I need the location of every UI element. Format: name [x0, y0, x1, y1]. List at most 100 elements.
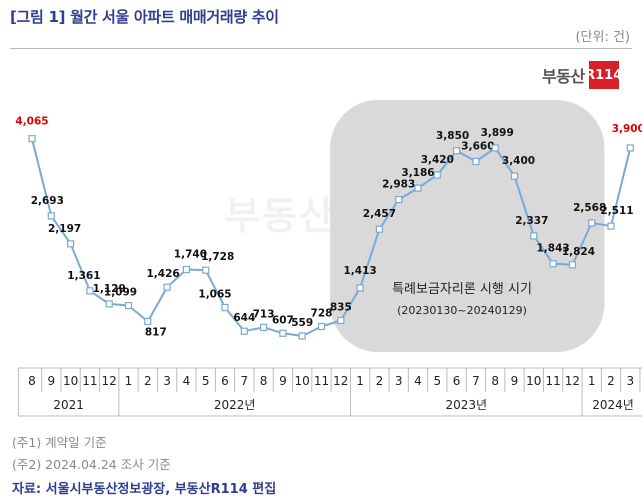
month-tick-label: 12: [333, 374, 348, 388]
data-label: 3,900: [612, 123, 642, 135]
month-tick-label: 7: [472, 374, 480, 388]
top-divider: [10, 48, 632, 49]
month-tick-label: 5: [433, 374, 441, 388]
annotation-line-2: (20230130~20240129): [397, 304, 527, 317]
data-point: [86, 287, 94, 295]
data-label: 2,568: [573, 202, 606, 214]
data-label: 2,511: [600, 205, 633, 217]
month-tick-label: 3: [163, 374, 171, 388]
data-point: [163, 283, 171, 291]
data-label: 2,197: [48, 223, 81, 235]
data-label: 644: [233, 312, 255, 324]
data-point: [28, 135, 36, 143]
year-label: 2022년: [214, 398, 256, 412]
data-point: [66, 240, 75, 248]
month-tick-label: 1: [356, 374, 364, 388]
month-tick-label: 2: [376, 374, 384, 388]
data-point: [337, 316, 345, 325]
data-label: 3,186: [401, 167, 434, 179]
data-label: 1,843: [536, 243, 569, 255]
data-label: 2,983: [382, 179, 415, 191]
month-tick-label: 4: [414, 374, 422, 388]
data-label: 1,065: [198, 289, 231, 301]
month-tick-label: 1: [125, 374, 133, 388]
month-tick-label: 4: [183, 374, 191, 388]
month-tick-label: 12: [565, 374, 580, 388]
data-label: 3,899: [481, 127, 514, 139]
data-label: 2,693: [31, 195, 64, 207]
data-label: 713: [253, 308, 275, 320]
data-point: [607, 222, 615, 230]
annotation-line-1: 특례보금자리론 시행 시기: [392, 281, 532, 297]
data-point: [491, 144, 499, 152]
data-point: [105, 300, 113, 308]
data-label: 3,420: [421, 154, 454, 166]
data-label: 1,740: [174, 249, 207, 261]
data-point: [260, 323, 268, 331]
month-tick-label: 11: [545, 374, 560, 388]
month-tick-label: 2: [144, 374, 152, 388]
month-tick-label: 1: [588, 374, 596, 388]
data-point: [298, 332, 306, 340]
month-tick-label: 7: [240, 374, 248, 388]
month-tick-label: 9: [279, 374, 287, 388]
data-point: [317, 322, 326, 331]
data-point: [414, 184, 422, 192]
data-label: 2,337: [515, 215, 548, 227]
logo-box: R114: [585, 61, 622, 89]
data-label: 3,660: [461, 140, 494, 152]
month-tick-label: 10: [63, 374, 78, 388]
data-point: [568, 261, 577, 269]
month-tick-label: 10: [295, 374, 310, 388]
data-label: 1,413: [343, 265, 376, 277]
month-tick-label: 11: [314, 374, 329, 388]
month-tick-label: 5: [202, 374, 210, 388]
data-label: 1,426: [146, 268, 179, 280]
month-tick-label: 3: [626, 374, 634, 388]
month-tick-label: 3: [395, 374, 403, 388]
data-label: 3,850: [436, 130, 469, 142]
logo-text: 부동산: [542, 67, 585, 86]
data-label: 1,824: [562, 246, 595, 258]
year-label: 2023년: [445, 398, 487, 412]
data-point: [433, 171, 441, 179]
data-point: [549, 260, 557, 268]
month-tick-label: 12: [102, 374, 117, 388]
data-label: 728: [311, 307, 333, 319]
data-point: [202, 266, 210, 274]
chart-title: [그림 1] 월간 서울 아파트 매매거래량 추이: [10, 8, 279, 26]
data-label: 835: [330, 301, 352, 313]
note-2: (주2) 2024.04.24 조사 기준: [12, 457, 171, 472]
data-point: [395, 195, 403, 204]
data-label: 1,099: [104, 287, 137, 299]
month-tick-label: 9: [47, 374, 55, 388]
data-point: [240, 327, 248, 335]
month-tick-label: 8: [491, 374, 499, 388]
month-tick-label: 10: [526, 374, 541, 388]
month-tick-label: 8: [260, 374, 268, 388]
month-tick-label: 8: [28, 374, 36, 388]
data-label: 1,129: [93, 283, 126, 295]
data-label: 559: [291, 317, 313, 329]
year-label: 2021: [53, 398, 84, 412]
data-point: [472, 157, 480, 166]
data-point: [626, 144, 634, 152]
brand-logo: 부동산 R114: [542, 60, 622, 90]
source-line: 자료: 서울시부동산정보광장, 부동산R114 편집: [12, 482, 277, 497]
data-label: 1,361: [67, 270, 100, 282]
year-label: 2024년: [592, 398, 634, 412]
unit-label: (단위: 건): [575, 30, 630, 45]
data-point: [453, 147, 461, 155]
data-label: 817: [145, 326, 167, 338]
data-label: 2,457: [363, 208, 396, 220]
data-point: [375, 225, 383, 233]
data-point: [356, 284, 364, 292]
data-label: 3,400: [502, 155, 535, 167]
data-label: 607: [272, 314, 294, 326]
data-point: [510, 172, 519, 180]
data-label: 1,728: [201, 251, 234, 263]
data-point: [47, 212, 55, 220]
month-tick-label: 9: [511, 374, 519, 388]
shaded-period-box: [330, 100, 605, 352]
month-tick-label: 6: [221, 374, 229, 388]
